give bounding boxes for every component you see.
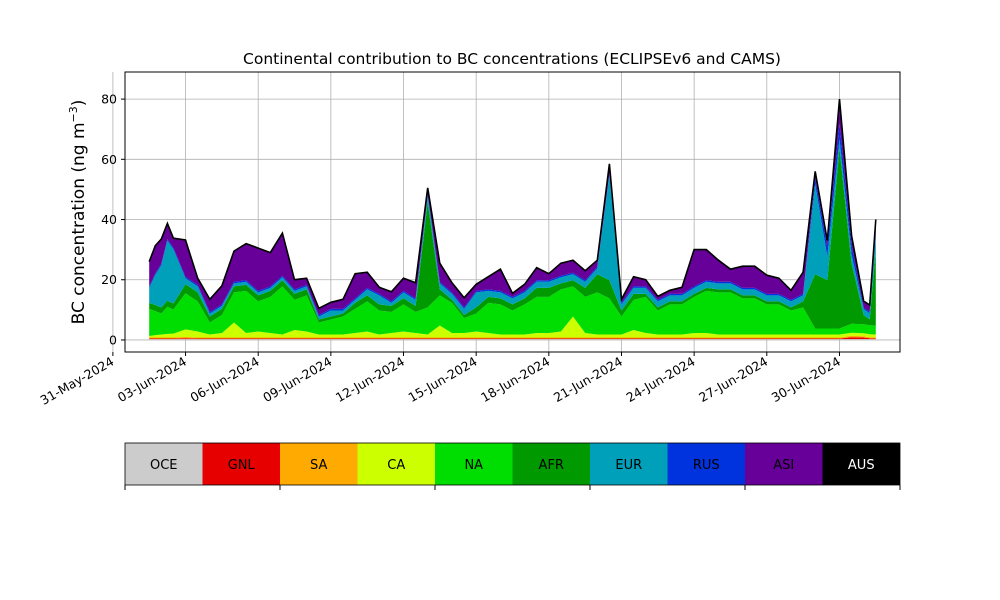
y-tick-label: 60 bbox=[101, 152, 117, 167]
legend-swatch-rus bbox=[667, 443, 745, 485]
legend-frame bbox=[124, 442, 901, 486]
y-axis-label-close: ) bbox=[69, 100, 89, 107]
legend-label-gnl: GNL bbox=[228, 458, 256, 473]
series-area-afr bbox=[149, 147, 876, 329]
x-tick-label: 30-Jun-2024 bbox=[769, 354, 843, 405]
legend-swatch-asi bbox=[745, 443, 823, 485]
x-tick-label: 09-Jun-2024 bbox=[260, 354, 334, 405]
y-tick-label: 80 bbox=[101, 92, 117, 107]
series-area-oce bbox=[149, 339, 876, 340]
y-axis-label: BC concentration (ng m−3) bbox=[67, 100, 89, 325]
total-line bbox=[148, 99, 877, 310]
legend-swatch-sa bbox=[280, 443, 358, 485]
legend: OCE GNL SA CA NA AFR EUR RUS ASI AUS bbox=[124, 442, 901, 490]
y-axis-label-exponent: −3 bbox=[67, 106, 80, 122]
legend-label-ca: CA bbox=[387, 458, 405, 473]
y-axis-label-main: BC concentration (ng m bbox=[69, 122, 89, 324]
x-tick-label: 21-Jun-2024 bbox=[551, 354, 625, 405]
y-tick-label: 0 bbox=[109, 332, 117, 347]
total-outline bbox=[148, 99, 877, 310]
x-tick-label: 27-Jun-2024 bbox=[696, 354, 770, 405]
legend-label-aus: AUS bbox=[848, 458, 875, 473]
x-tick-label: 31-May-2024 bbox=[38, 354, 117, 408]
legend-label-eur: EUR bbox=[615, 458, 642, 473]
legend-label-na: NA bbox=[464, 458, 483, 473]
legend-label-sa: SA bbox=[310, 458, 327, 473]
legend-swatch-eur bbox=[590, 443, 668, 485]
legend-label-rus: RUS bbox=[693, 458, 720, 473]
series-area-gnl bbox=[149, 337, 876, 340]
legend-swatch-na bbox=[435, 443, 513, 485]
series-area-asi bbox=[149, 99, 876, 315]
plot-frame bbox=[124, 71, 901, 353]
x-tick-label: 18-Jun-2024 bbox=[478, 354, 552, 405]
legend-swatch-afr bbox=[512, 443, 590, 485]
legend-label-afr: AFR bbox=[539, 458, 564, 473]
legend-swatch-gnl bbox=[202, 443, 280, 485]
series-area-ca bbox=[149, 316, 876, 338]
x-tick-label: 06-Jun-2024 bbox=[188, 354, 262, 405]
stacked-areas bbox=[149, 99, 876, 340]
legend-swatch-aus bbox=[822, 443, 900, 485]
legend-label-asi: ASI bbox=[773, 458, 794, 473]
legend-swatch-oce bbox=[125, 443, 203, 485]
legend-label-oce: OCE bbox=[150, 458, 178, 473]
y-tick-label: 40 bbox=[101, 212, 117, 227]
x-tick-label: 24-Jun-2024 bbox=[623, 354, 697, 405]
series-area-sa bbox=[149, 335, 876, 339]
series-area-na bbox=[149, 286, 876, 336]
x-tick-label: 15-Jun-2024 bbox=[406, 354, 480, 405]
legend-swatch-ca bbox=[357, 443, 435, 485]
y-tick-label: 20 bbox=[101, 272, 117, 287]
x-axis: 31-May-202403-Jun-202406-Jun-202409-Jun-… bbox=[38, 352, 843, 408]
x-tick-label: 03-Jun-2024 bbox=[115, 354, 189, 405]
y-axis: 0 20 40 60 80 bbox=[101, 92, 125, 347]
x-tick-label: 12-Jun-2024 bbox=[333, 354, 407, 405]
chart-title: Continental contribution to BC concentra… bbox=[243, 50, 781, 68]
